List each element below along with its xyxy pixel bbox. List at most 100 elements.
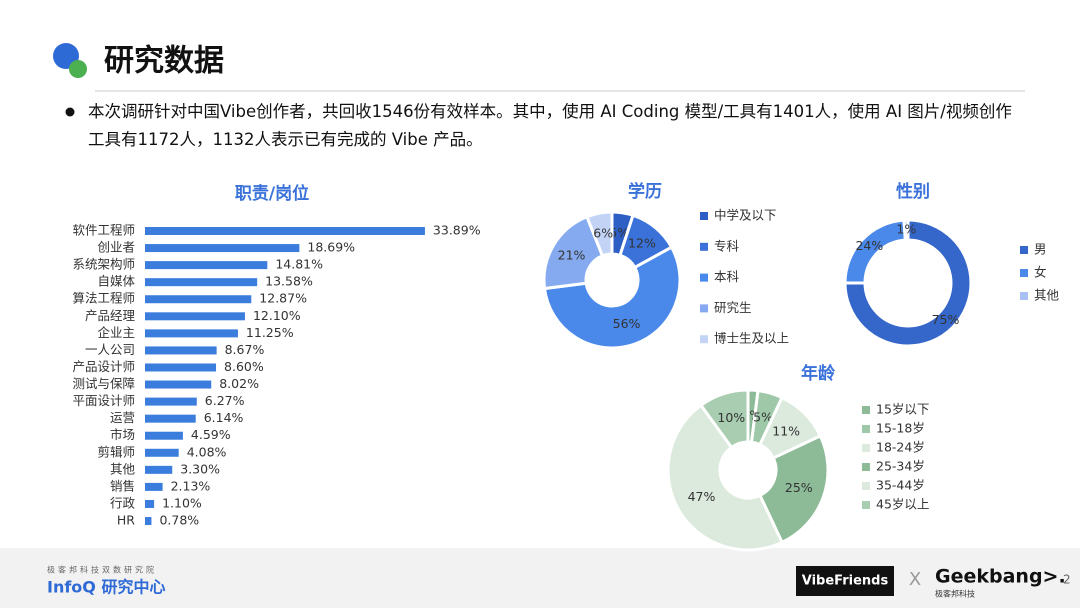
category-label: HR	[117, 513, 135, 528]
page-number: 2	[1063, 573, 1071, 587]
legend-label: 专科	[714, 238, 740, 253]
legend-label: 18-24岁	[876, 440, 925, 455]
bar	[145, 482, 163, 491]
bar	[145, 312, 245, 321]
bar	[145, 278, 258, 287]
value-label: 18.69%	[307, 240, 355, 255]
category-label: 剪辑师	[97, 444, 135, 459]
bar	[145, 517, 152, 526]
cross: X	[909, 569, 921, 590]
donut-segment	[585, 210, 614, 258]
geek-logo: Geekbang>.	[935, 566, 1066, 588]
donut-segment	[542, 214, 605, 291]
legend-label: 25-34岁	[876, 459, 925, 474]
bar	[145, 346, 217, 355]
value-label: 8.02%	[219, 376, 259, 391]
page-title: 研究数据	[104, 44, 224, 79]
legend-label: 中学及以下	[714, 208, 777, 223]
legend-swatch	[862, 501, 870, 509]
value-label: 3.30%	[180, 461, 220, 476]
bar	[145, 414, 196, 423]
bar	[145, 499, 155, 508]
donut-segment	[843, 218, 973, 348]
value-label: 6%	[593, 225, 613, 240]
category-label: 软件工程师	[72, 223, 135, 238]
category-label: 市场	[110, 427, 135, 442]
value-label: 75%	[932, 312, 960, 327]
bar	[145, 244, 300, 253]
legend-label: 35-44岁	[876, 478, 925, 493]
donut-segment	[698, 388, 750, 450]
value-label: 0.78%	[159, 513, 199, 528]
category-label: 测试与保障	[72, 376, 135, 391]
donut-segment	[542, 245, 682, 350]
value-label: 6.27%	[205, 393, 245, 408]
legend-swatch	[862, 463, 870, 471]
legend-swatch	[862, 482, 870, 490]
legend-swatch	[700, 304, 708, 313]
value-label: 13.58%	[265, 274, 313, 289]
footer-org: 极客邦科技双数研究院	[47, 565, 157, 575]
category-label: 平面设计师	[72, 393, 135, 408]
category-label: 销售	[110, 478, 135, 493]
category-label: 企业主	[97, 325, 135, 340]
legend-swatch	[1020, 292, 1028, 300]
category-label: 自媒体	[97, 274, 135, 289]
bar	[145, 261, 268, 270]
bar	[145, 329, 238, 338]
value-label: 47%	[688, 489, 716, 504]
category-label: 产品经理	[85, 308, 136, 323]
value-label: 11%	[772, 423, 800, 438]
legend-swatch	[1020, 269, 1028, 277]
legend-label: 博士生及以上	[714, 331, 789, 346]
category-label: 其他	[110, 461, 136, 476]
legend-label: 15岁以下	[876, 402, 929, 417]
bar	[145, 397, 197, 406]
logo-dot-green	[69, 60, 87, 78]
category-label: 运营	[110, 410, 135, 425]
value-label: 24%	[855, 238, 883, 253]
donut-segment	[666, 403, 785, 552]
legend-label: 研究生	[714, 300, 752, 315]
bar	[145, 448, 179, 457]
value-label: 12.87%	[259, 291, 307, 306]
value-label: 56%	[613, 316, 641, 331]
category-label: 创业者	[97, 240, 135, 255]
value-label: 10%	[717, 410, 745, 425]
bar	[145, 227, 425, 235]
chart-title: 职责/岗位	[235, 183, 309, 204]
value-label: 5%	[753, 410, 773, 425]
value-label: 8.67%	[225, 342, 265, 357]
category-label: 行政	[110, 495, 136, 510]
value-label: 1%	[896, 222, 916, 237]
chart-title: 性别	[896, 181, 930, 202]
legend-swatch	[700, 335, 708, 344]
bar	[145, 431, 183, 440]
legend-swatch	[700, 273, 708, 282]
legend-label: 45岁以上	[876, 497, 929, 512]
category-label: 一人公司	[85, 342, 135, 357]
partner-logo: VibeFriends	[802, 574, 889, 589]
value-label: 2.13%	[171, 478, 211, 493]
value-label: 12%	[628, 235, 656, 250]
donut-segment	[757, 433, 830, 545]
legend-label: 其他	[1034, 288, 1060, 303]
category-label: 产品设计师	[72, 359, 135, 374]
legend-swatch	[700, 212, 708, 220]
bar	[145, 363, 217, 372]
value-label: 6.14%	[204, 410, 244, 425]
value-label: 33.89%	[433, 223, 481, 238]
value-label: 4.08%	[187, 444, 227, 459]
value-label: 14.81%	[275, 257, 323, 272]
geek-sub: 极客邦科技	[935, 589, 975, 599]
partner-box	[796, 566, 894, 596]
value-label: 25%	[785, 480, 813, 495]
bar	[145, 295, 252, 304]
legend-label: 男	[1034, 242, 1047, 257]
footer-brand: InfoQ 研究中心	[47, 578, 165, 597]
legend-swatch	[862, 425, 870, 433]
legend-swatch	[862, 444, 870, 452]
bar	[145, 380, 212, 389]
